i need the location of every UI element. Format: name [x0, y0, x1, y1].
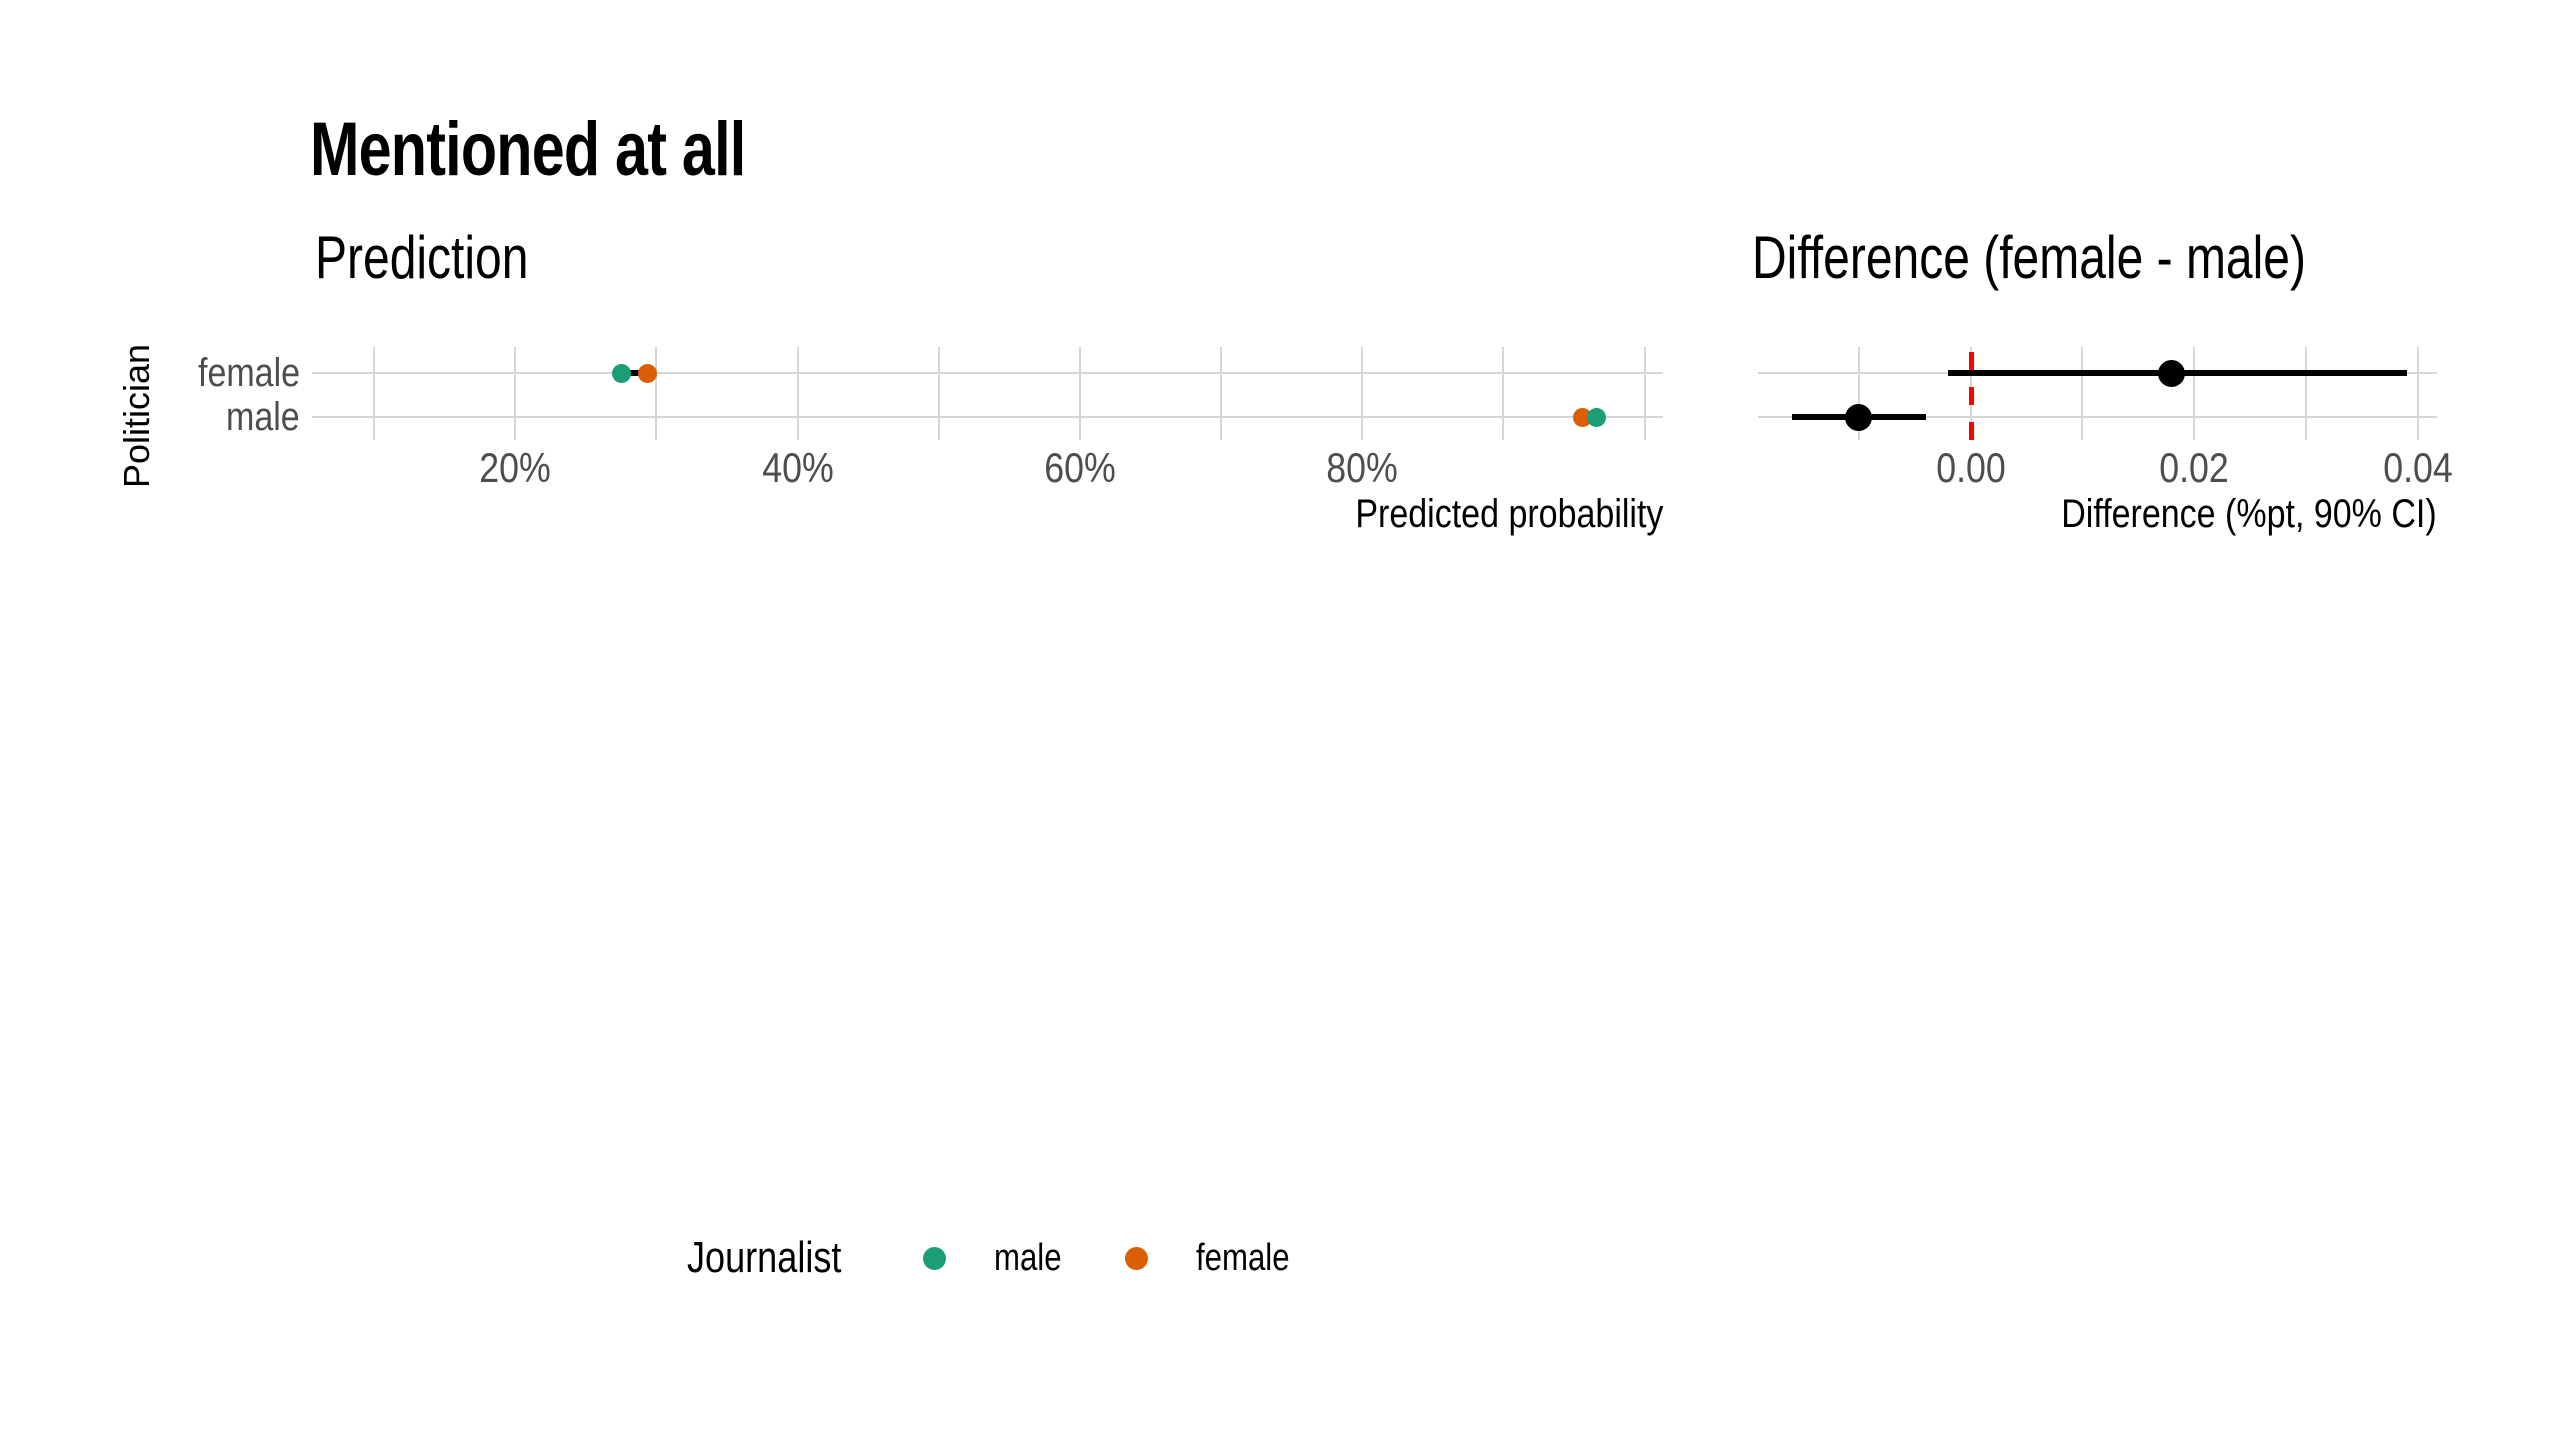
x-tick-label: 40% — [761, 444, 834, 491]
v-gridline — [2081, 347, 2084, 440]
legend-label-male: male — [994, 1237, 1062, 1279]
point-female-journalist — [638, 363, 658, 383]
x-tick-label: 0.02 — [2159, 444, 2229, 491]
v-gridline — [514, 347, 517, 440]
v-gridline — [655, 347, 658, 440]
legend-dot-male — [923, 1246, 947, 1270]
prediction-panel: 20% 40% 60% 80% — [312, 347, 1663, 489]
legend: Journalist male female — [687, 1232, 1310, 1284]
x-tick-label: 20% — [479, 444, 552, 491]
v-gridline — [1643, 347, 1646, 440]
legend-label-female: female — [1195, 1237, 1290, 1279]
point-male-journalist — [1587, 407, 1607, 427]
v-gridline — [1220, 347, 1223, 440]
zero-reference-line — [1968, 352, 1974, 440]
difference-panel: 0.00 0.02 0.04 — [1758, 347, 2453, 489]
v-gridline — [937, 347, 940, 440]
difference-panel-title: Difference (female - male) — [1752, 224, 2306, 291]
v-gridline — [796, 347, 799, 440]
h-gridline — [1758, 416, 2437, 419]
v-gridline — [2193, 347, 2196, 440]
v-gridline — [1078, 347, 1081, 440]
legend-dot-female — [1124, 1246, 1148, 1270]
h-gridline — [312, 372, 1663, 375]
v-gridline — [373, 347, 376, 440]
x-axis-title-prediction: Predicted probability — [1354, 492, 1663, 536]
x-tick-label: 0.04 — [2383, 444, 2453, 491]
x-tick-label: 80% — [1326, 444, 1399, 491]
difference-point — [2158, 359, 2186, 387]
legend-item-female: female — [1124, 1236, 1310, 1280]
x-axis-title-difference: Difference (%pt, 90% CI) — [2061, 492, 2437, 536]
y-axis-label-female: female — [197, 351, 300, 395]
y-axis-label-male: male — [226, 395, 300, 439]
ci-line — [615, 370, 653, 377]
v-gridline — [1502, 347, 1505, 440]
v-gridline — [2305, 347, 2308, 440]
legend-title: Journalist — [687, 1233, 842, 1282]
h-gridline — [312, 416, 1663, 419]
legend-item-male: male — [923, 1236, 1076, 1280]
x-tick-label: 0.00 — [1935, 444, 2006, 491]
v-gridline — [2416, 347, 2419, 440]
v-gridline — [1857, 347, 1860, 440]
v-gridline — [1361, 347, 1364, 440]
x-tick-label: 60% — [1044, 444, 1116, 491]
difference-point — [1845, 403, 1873, 431]
prediction-panel-title: Prediction — [315, 224, 529, 291]
page-title: Mentioned at all — [310, 107, 746, 192]
point-male-journalist — [611, 363, 631, 383]
